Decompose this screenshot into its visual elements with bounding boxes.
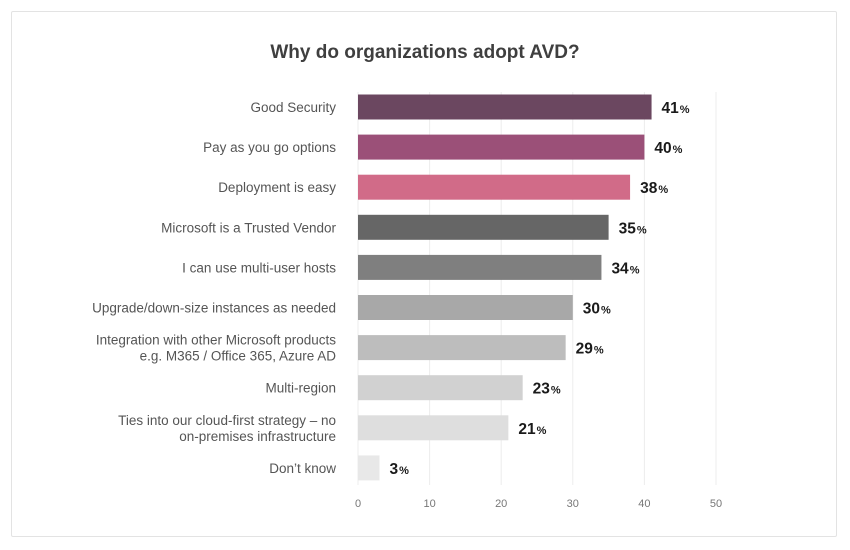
x-tick-label: 20 [495,498,507,510]
value-label: 38% [640,180,668,197]
value-label: 29% [576,341,604,358]
bar [358,335,566,361]
category-label: Don’t know [269,461,336,476]
category-label: Integration with other Microsoft product… [96,333,336,364]
category-label: Microsoft is a Trusted Vendor [161,220,336,235]
value-label: 41% [662,100,690,117]
bars [358,94,652,481]
category-label: Pay as you go options [203,140,336,155]
bar [358,375,523,401]
bar [358,455,380,481]
x-tick-label: 50 [710,498,722,510]
category-label: Deployment is easy [218,180,336,195]
value-label: 34% [611,260,639,277]
value-label: 21% [518,421,546,438]
bar [358,254,602,280]
bar [358,134,645,160]
value-label: 30% [583,301,611,318]
bar [358,415,509,441]
category-labels: Good Security Pay as you go options Deploy… [92,100,336,476]
x-tick-label: 40 [638,498,650,510]
x-tick-label: 30 [567,498,579,510]
category-label: I can use multi-user hosts [182,260,336,275]
x-tick-label: 10 [423,498,435,510]
value-labels: 41% 40% 38% 35% 34% 30% 29% 23% 21% 3% [389,100,689,478]
bar [358,94,652,120]
bar [358,214,609,240]
chart-title: Why do organizations adopt AVD? [270,42,579,63]
category-label: Good Security [250,100,336,115]
x-axis-ticks: 0 10 20 30 40 50 [355,498,722,510]
value-label: 35% [619,220,647,237]
bar [358,174,631,200]
category-label: Multi-region [265,381,336,396]
category-label: Ties into our cloud-first strategy – no o… [118,413,336,444]
x-tick-label: 0 [355,498,361,510]
value-label: 3% [389,461,409,478]
category-label: Upgrade/down-size instances as needed [92,301,336,316]
value-label: 23% [533,381,561,398]
bar [358,295,573,320]
value-label: 40% [654,140,682,157]
